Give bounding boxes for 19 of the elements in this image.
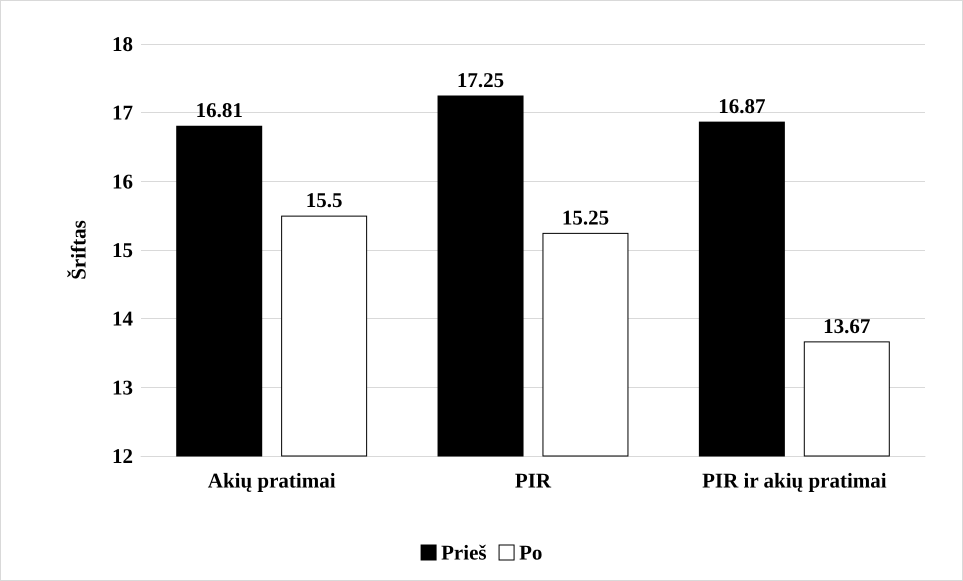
data-label: 15.25 [562,205,610,230]
data-label: 16.87 [718,94,766,118]
x-tick-label: Akių pratimai [208,468,336,492]
y-tick-label: 17 [112,100,133,125]
data-label: 13.67 [823,314,870,338]
data-label: 17.25 [456,68,504,92]
x-tick-label: PIR [514,468,552,492]
y-tick-label: 13 [112,375,133,400]
y-tick-label: 16 [112,169,133,194]
data-label: 15.5 [306,188,342,212]
data-label: 16.81 [196,98,243,122]
y-tick-label: 12 [112,444,133,468]
x-tick-label: PIR ir akių pratimai [702,468,887,492]
y-tick-label: 18 [112,32,133,56]
y-tick-label: 14 [112,306,134,331]
y-tick-label: 15 [112,238,133,262]
legend-label: Prieš [441,540,487,564]
y-axis-title: Šriftas [66,220,90,280]
legend-label: Po [519,540,542,564]
